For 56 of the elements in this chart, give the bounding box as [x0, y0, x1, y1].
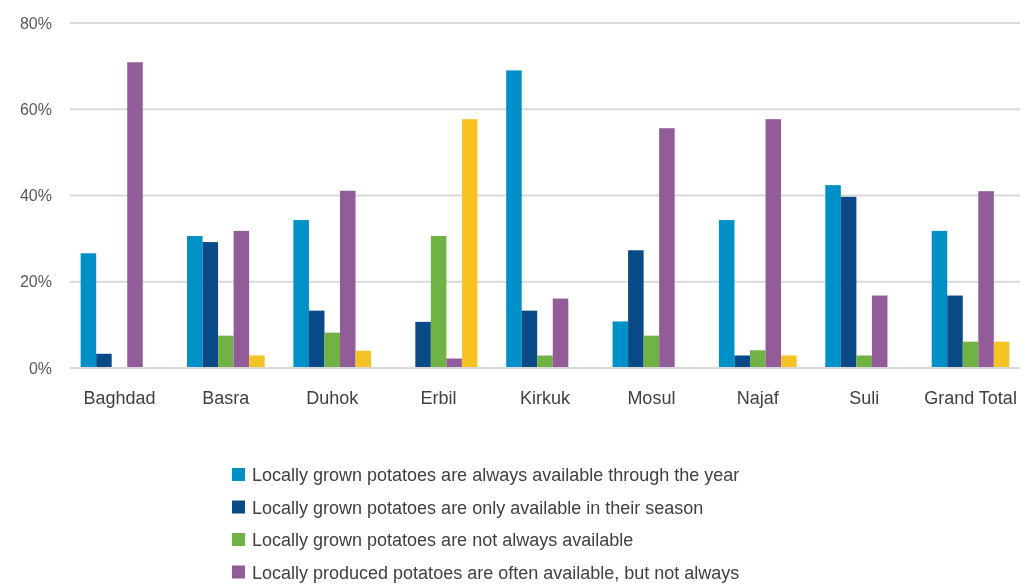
- bar: [506, 70, 522, 368]
- y-tick-label: 20%: [19, 273, 52, 291]
- bar: [249, 355, 265, 368]
- bar: [293, 220, 309, 368]
- bar: [962, 341, 979, 368]
- bar: [871, 295, 888, 368]
- bar: [202, 242, 219, 368]
- bar: [978, 191, 994, 368]
- bar: [993, 341, 1010, 368]
- x-tick-label: Najaf: [736, 388, 780, 408]
- legend-label: Locally produced potatoes are often available, but not always: [252, 562, 740, 583]
- legend-label: Locally grown potatoes are only available in their season: [252, 497, 704, 518]
- bar: [80, 253, 97, 368]
- legend-label: Locally grown potatoes are always available through the year: [252, 465, 740, 486]
- bar: [552, 298, 569, 368]
- y-tick-label: 40%: [19, 187, 52, 205]
- bar: [856, 355, 872, 368]
- bar: [96, 353, 112, 368]
- bar: [931, 230, 948, 368]
- bar: [659, 128, 675, 368]
- bar: [127, 62, 143, 368]
- x-tick-label: Grand Total: [924, 388, 1017, 408]
- bar: [628, 250, 644, 368]
- bar: [718, 220, 735, 368]
- x-tick-label: Mosul: [627, 388, 676, 408]
- bar: [612, 321, 629, 368]
- x-tick-label: Basra: [202, 388, 251, 408]
- bar: [187, 236, 203, 368]
- x-tick-label: Kirkuk: [519, 388, 571, 408]
- bar: [734, 355, 750, 368]
- x-tick-label: Erbil: [420, 388, 457, 408]
- bar: [521, 310, 538, 368]
- bar: [765, 119, 782, 368]
- y-tick-label: 0%: [28, 359, 52, 377]
- bar: [750, 350, 766, 368]
- x-tick-label: Baghdad: [83, 388, 156, 408]
- bar: [308, 310, 325, 368]
- bar: [233, 230, 250, 368]
- y-tick-label: 60%: [19, 100, 52, 118]
- y-tick-label: 80%: [19, 14, 52, 32]
- bar: [415, 321, 431, 368]
- bar: [825, 185, 841, 368]
- bar: [355, 350, 372, 368]
- x-tick-label: Suli: [849, 388, 880, 408]
- bar: [537, 355, 553, 368]
- bar: [781, 355, 797, 368]
- bar: [340, 190, 356, 368]
- bar: [461, 119, 478, 368]
- bar: [840, 196, 857, 368]
- bar: [324, 332, 340, 368]
- x-tick-label: Duhok: [306, 388, 360, 408]
- bar: [643, 335, 660, 368]
- bar: [947, 295, 963, 368]
- bar: [218, 335, 234, 368]
- bar: [430, 236, 447, 368]
- legend-label: Locally grown potatoes are not always available: [252, 530, 634, 551]
